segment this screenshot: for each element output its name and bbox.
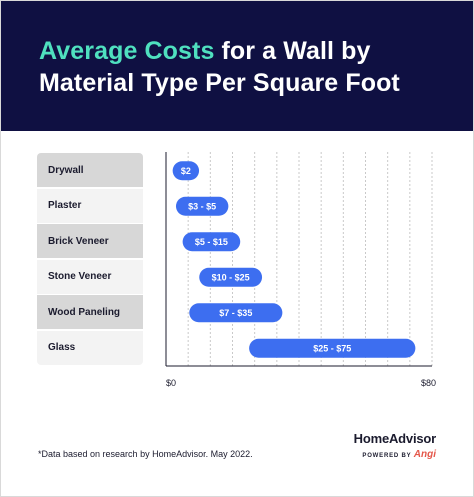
range-bar-label: $10 - $25	[212, 272, 250, 282]
title-line2: Material Type Per Square Foot	[39, 69, 400, 97]
range-bar-shape	[172, 161, 200, 181]
x-tick-label: $80	[421, 378, 436, 388]
range-bar: $5 - $15	[182, 232, 241, 252]
range-bar: $25 - $75	[249, 338, 416, 358]
brand-partner-logo: Angi	[413, 449, 436, 460]
range-bar-label: $3 - $5	[188, 201, 216, 211]
range-bar-shape	[189, 303, 283, 323]
category-label: Stone Veneer	[37, 259, 143, 294]
range-bar-shape	[182, 232, 241, 252]
range-bar: $3 - $5	[175, 196, 229, 216]
range-bar-label: $25 - $75	[313, 343, 351, 353]
range-bar: $10 - $25	[199, 267, 263, 287]
category-label: Glass	[37, 330, 143, 365]
powered-by-text: POWERED BY	[362, 453, 412, 459]
brand-block: HomeAdvisor POWERED BY Angi	[353, 431, 437, 460]
range-bar-shape	[249, 338, 416, 358]
footnote: *Data based on research by HomeAdvisor. …	[38, 449, 253, 459]
range-bar-label: $2	[181, 166, 191, 176]
range-bar-shape	[175, 196, 229, 216]
category-label: Brick Veneer	[37, 224, 143, 258]
x-tick-label: $0	[166, 378, 176, 388]
range-bar-label: $5 - $15	[195, 237, 228, 247]
chart-title: Average Costs for a Wall by Material Typ…	[39, 35, 400, 99]
range-bar: $7 - $35	[189, 303, 283, 323]
brand-name: HomeAdvisor	[353, 431, 437, 446]
category-label: Wood Paneling	[37, 295, 143, 329]
category-label: Drywall	[37, 153, 143, 187]
title-accent: Average Costs	[39, 37, 215, 65]
category-label: Plaster	[37, 188, 143, 223]
brand-powered-by: POWERED BY Angi	[354, 449, 436, 460]
range-bar-label: $7 - $35	[219, 308, 252, 318]
range-bar-shape	[199, 267, 263, 287]
header-banner: Average Costs for a Wall by Material Typ…	[1, 1, 473, 131]
range-bar: $2	[172, 161, 200, 181]
title-line1-rest: for a Wall by	[214, 37, 371, 65]
